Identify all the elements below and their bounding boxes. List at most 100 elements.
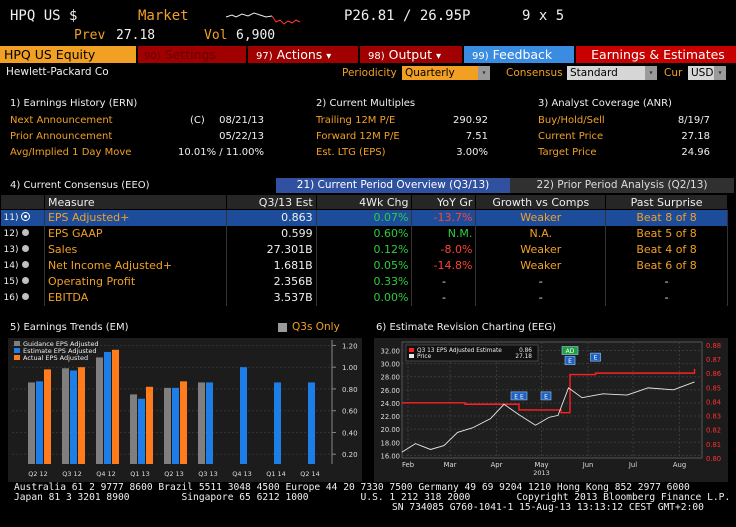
table-row[interactable]: 15) Operating Profit 2.356B 0.33% - - - <box>0 273 728 290</box>
chevron-down-icon[interactable]: ▾ <box>478 66 490 80</box>
legend-swatch <box>14 348 20 353</box>
radio-icon[interactable] <box>22 292 30 300</box>
radio-icon[interactable] <box>22 244 30 252</box>
surprise-cell: Beat 4 of 8 <box>605 241 728 258</box>
row-number-cell: 15) <box>0 273 45 290</box>
x-tick-label: Jun <box>582 461 594 469</box>
prior-announcement-label: Prior Announcement <box>10 131 113 142</box>
x-tick-label: Q4 12 <box>96 470 116 478</box>
earnings-estimates-title: Earnings & Estimates <box>576 46 736 63</box>
x-tick-label: Q2 14 <box>300 470 320 478</box>
radio-icon[interactable] <box>22 228 30 236</box>
legend-value: 27.18 <box>515 354 532 360</box>
actions-button[interactable]: 97) Actions ▾ <box>248 46 358 63</box>
right-tick-label: 0.86 <box>706 370 721 378</box>
row-number-cell: 16) <box>0 289 45 306</box>
x-tick-label: Q3 12 <box>62 470 82 478</box>
event-marker <box>561 346 579 355</box>
surprise-cell: Beat 8 of 8 <box>605 209 728 226</box>
earnings-trends-title[interactable]: 5) Earnings Trends (EM) <box>10 322 129 333</box>
output-button[interactable]: 98) Output ▾ <box>360 46 462 63</box>
bar <box>138 398 145 464</box>
periodicity-select[interactable]: Quarterly <box>402 66 478 80</box>
table-row[interactable]: 16) EBITDA 3.537B 0.00% - - - <box>0 289 728 306</box>
y-tick-label: 0.40 <box>342 429 358 437</box>
comps-cell: - <box>475 273 607 290</box>
tab-prior-period[interactable]: 22) Prior Period Analysis (Q2/13) <box>510 178 734 193</box>
x-tick-label: Q2 12 <box>28 470 48 478</box>
settings-button[interactable]: 90) Settings <box>138 46 246 63</box>
table-row[interactable]: 13) Sales 27.301B 0.12% -8.0% Weaker Bea… <box>0 241 728 258</box>
row-number: 14) <box>3 260 19 271</box>
left-tick-label: 24.00 <box>381 400 400 408</box>
measure-cell: EBITDA <box>44 289 227 306</box>
output-label: Output <box>388 47 433 62</box>
col-header-measure[interactable]: Measure <box>43 194 227 210</box>
col-header-comps[interactable]: Growth vs Comps <box>475 194 607 210</box>
event-marker-label: AD <box>566 348 575 355</box>
earnings-trends-svg: 0.20 0.40 0.60 0.80 1.00 1.20 Q2 12 Q3 12 Q4 12 Q… <box>12 340 358 478</box>
table-row[interactable]: 11) EPS Adjusted+ 0.863 0.07% -13.7% Wea… <box>0 209 728 226</box>
bar <box>62 368 69 464</box>
event-marker <box>590 352 601 362</box>
table-row[interactable]: 12) EPS GAAP 0.599 0.60% N.M. N.A. Beat … <box>0 225 728 242</box>
est-cell: 0.863 <box>226 209 317 226</box>
current-multiples-title: 2) Current Multiples <box>316 98 416 109</box>
feedback-button[interactable]: 99) Feedback <box>464 46 574 63</box>
bar <box>146 386 153 464</box>
legend-swatch <box>14 355 20 360</box>
bar <box>104 351 111 464</box>
event-marker <box>564 356 576 365</box>
row-number: 13) <box>3 244 19 255</box>
x-tick-label: May <box>534 461 548 469</box>
legend-value: 0.86 <box>519 348 532 354</box>
table-row[interactable]: 14) Net Income Adjusted+ 1.681B 0.05% -1… <box>0 257 728 274</box>
chevron-down-icon[interactable]: ▾ <box>645 66 657 80</box>
legend-label: Guidance EPS Adjusted <box>23 340 99 348</box>
event-marker-label: E <box>544 393 548 400</box>
q3s-only-checkbox[interactable] <box>278 323 287 332</box>
x-tick-label: Apr <box>491 461 503 469</box>
y-tick-label: 1.00 <box>342 364 358 372</box>
radio-icon[interactable] <box>22 276 30 284</box>
estimate-revision-title[interactable]: 6) Estimate Revision Charting (EEG) <box>376 322 557 333</box>
row-number: 15) <box>3 276 19 287</box>
confirmed-flag: (C) <box>190 115 205 126</box>
x-tick-label: Q4 13 <box>232 470 252 478</box>
col-header-surprise[interactable]: Past Surprise <box>605 194 728 210</box>
tab-current-period[interactable]: 21) Current Period Overview (Q3/13) <box>276 178 510 193</box>
x-tick-label: Q1 13 <box>130 470 150 478</box>
market-label: Market <box>138 8 189 24</box>
col-header-chg[interactable]: 4Wk Chg <box>315 194 413 210</box>
earnings-history-title[interactable]: 1) Earnings History (ERN) <box>10 98 138 109</box>
bid-ask-size: 9 x 5 <box>522 8 565 24</box>
col-header-yoy[interactable]: YoY Gr <box>411 194 477 210</box>
radio-selected-icon[interactable] <box>22 212 30 220</box>
row-number: 12) <box>3 228 19 239</box>
currency-select[interactable]: USD <box>688 66 714 80</box>
forward-pe-value: 7.51 <box>465 131 488 142</box>
yoy-cell: - <box>411 273 477 290</box>
security-field[interactable]: HPQ US Equity <box>0 46 136 63</box>
est-cell: 0.599 <box>226 225 317 242</box>
target-price-value: 24.96 <box>681 147 710 158</box>
consensus-select[interactable]: Standard <box>567 66 645 80</box>
right-tick-label: 0.84 <box>706 398 721 406</box>
right-tick-label: 0.87 <box>706 356 721 364</box>
comps-cell: Weaker <box>475 209 607 226</box>
x-tick-label: Q1 14 <box>266 470 286 478</box>
table-header-spacer <box>0 194 45 210</box>
radio-icon[interactable] <box>22 260 30 268</box>
analyst-coverage-title[interactable]: 3) Analyst Coverage (ANR) <box>538 98 672 109</box>
chevron-down-icon: ▾ <box>326 51 332 62</box>
chevron-down-icon[interactable]: ▾ <box>714 66 726 80</box>
x-tick-label: Q3 13 <box>198 470 218 478</box>
legend-label: Actual EPS Adjusted <box>23 354 88 362</box>
estimate-revision-svg: 16.00 18.00 20.00 22.00 24.00 26.00 28.00 30.00… <box>381 341 721 477</box>
earnings-trends-chart: 0.20 0.40 0.60 0.80 1.00 1.20 Q2 12 Q3 12 Q4 12 Q… <box>8 338 362 482</box>
bar <box>180 381 187 464</box>
right-tick-label: 0.88 <box>706 342 721 350</box>
yoy-cell: -8.0% <box>411 241 477 258</box>
surprise-cell: Beat 6 of 8 <box>605 257 728 274</box>
col-header-est[interactable]: Q3/13 Est <box>225 194 317 210</box>
